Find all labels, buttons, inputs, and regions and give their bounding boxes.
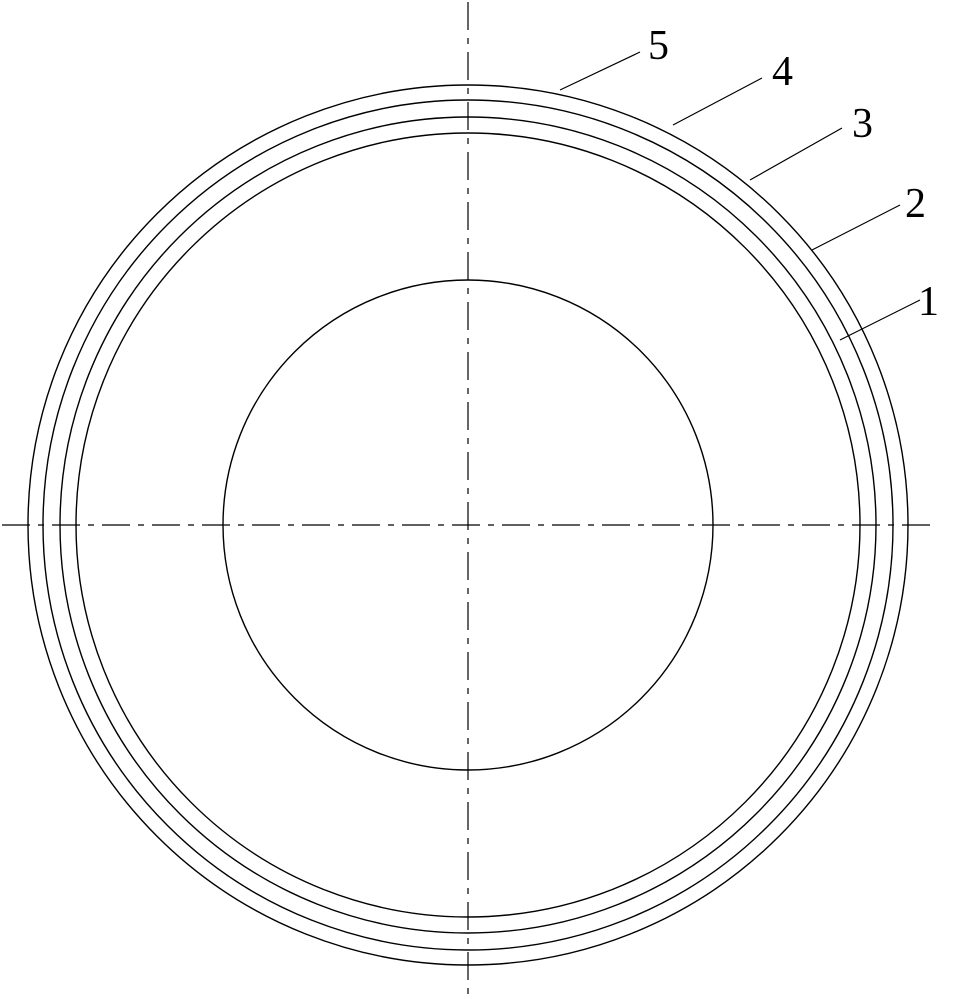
label-2: 2 xyxy=(905,180,926,228)
leader-line-2 xyxy=(812,205,900,250)
label-4: 4 xyxy=(772,48,793,96)
leader-line-4 xyxy=(673,78,762,125)
leader-line-5 xyxy=(560,52,640,90)
label-5: 5 xyxy=(648,22,669,70)
label-1: 1 xyxy=(918,278,939,326)
leader-line-3 xyxy=(750,128,842,180)
diagram-svg xyxy=(0,0,957,1000)
diagram-stage: 5 4 3 2 1 xyxy=(0,0,957,1000)
leader-line-1 xyxy=(840,300,920,340)
label-3: 3 xyxy=(852,100,873,148)
